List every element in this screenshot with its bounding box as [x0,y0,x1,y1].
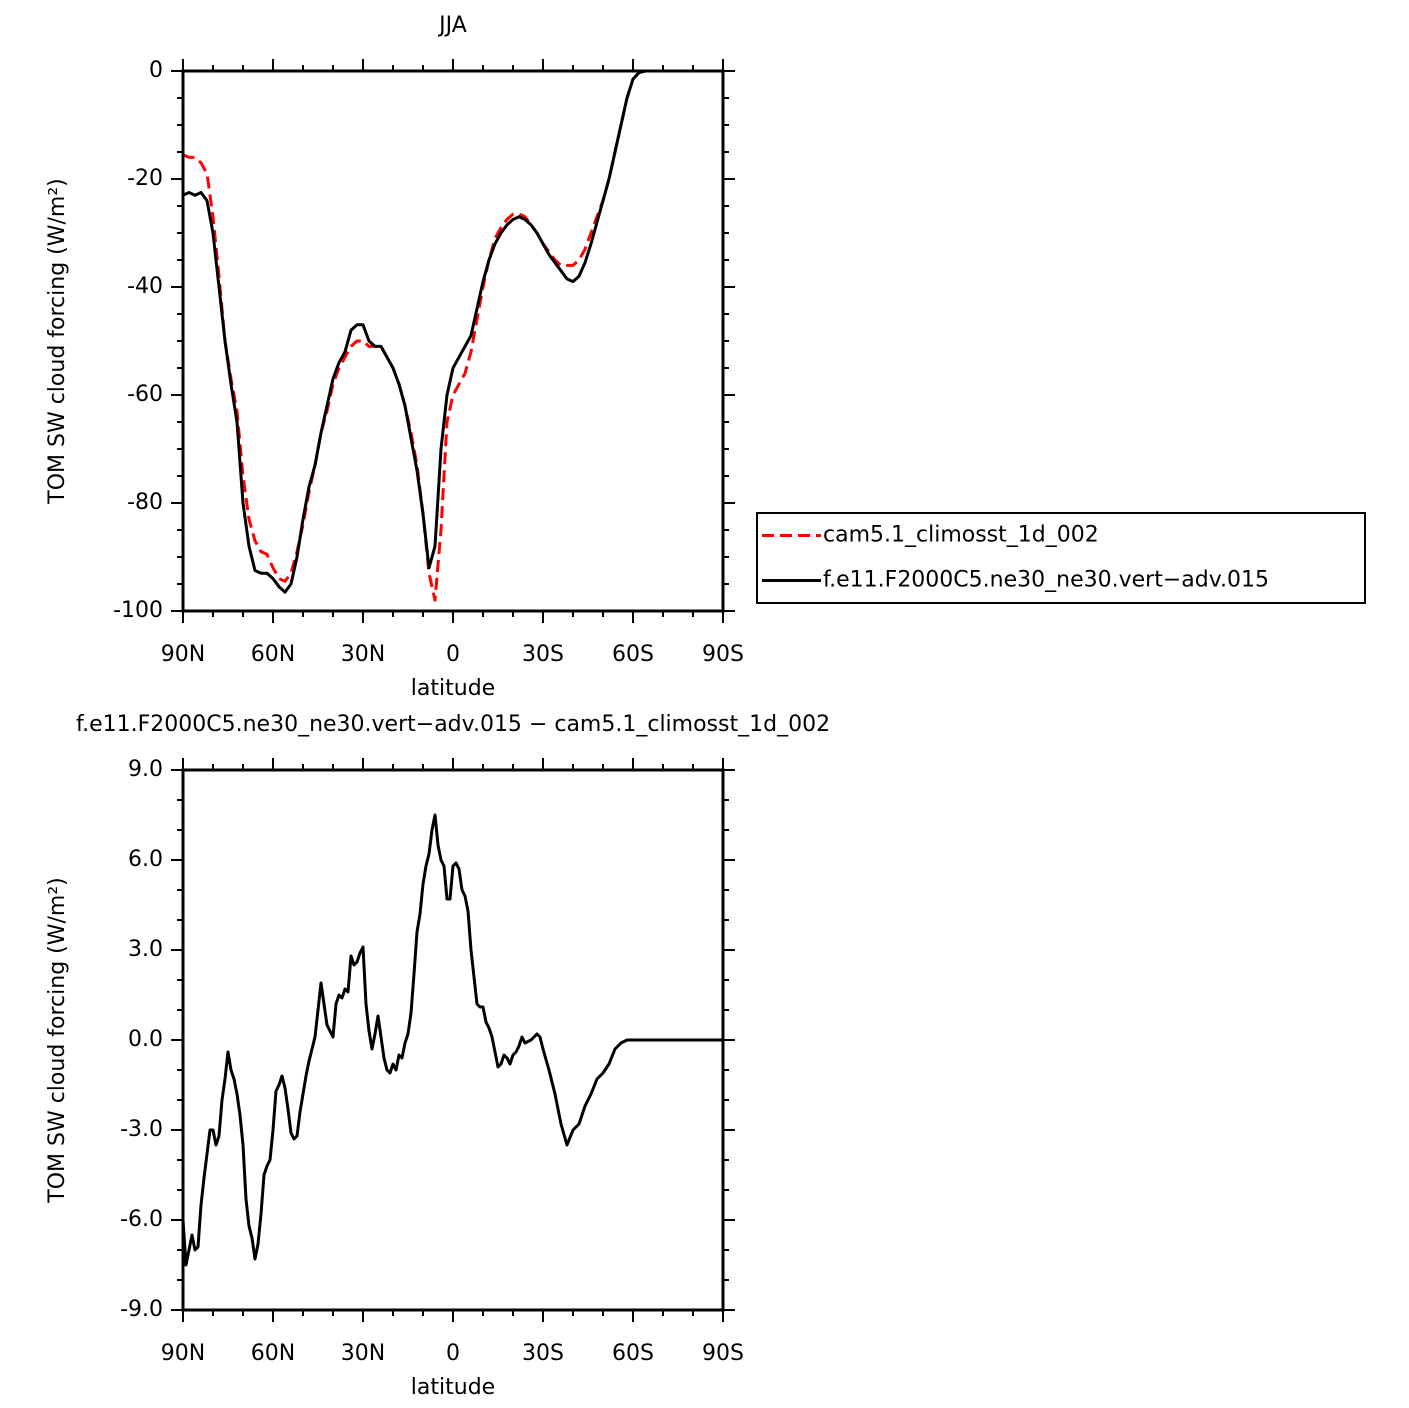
y-axis-label: TOM SW cloud forcing (W/m²) [45,178,70,504]
y-tick-label: -60 [127,382,163,407]
y-axis-label: TOM SW cloud forcing (W/m²) [45,877,70,1203]
chart-title: f.e11.F2000C5.ne30_ne30.vert−adv.015 − c… [76,712,830,737]
legend-box [756,512,1366,604]
x-tick-label: 60S [612,642,654,667]
y-tick-label: -40 [127,274,163,299]
y-tick-label: 3.0 [128,937,163,962]
x-tick-label: 60S [612,1341,654,1366]
y-tick-label: 6.0 [128,847,163,872]
x-tick-label: 0 [446,1341,460,1366]
x-tick-label: 30S [522,1341,564,1366]
x-tick-label: 90S [702,642,744,667]
x-tick-label: 90N [161,642,205,667]
y-tick-label: -80 [127,490,163,515]
data-line [182,69,723,594]
x-tick-label: 0 [446,642,460,667]
y-tick-label: -6.0 [120,1207,163,1232]
x-tick-label: 60N [251,642,295,667]
x-tick-label: 30S [522,642,564,667]
plot-frame [181,69,725,613]
y-tick-label: -9.0 [120,1297,163,1322]
x-tick-label: 60N [251,1341,295,1366]
x-tick-label: 90S [702,1341,744,1366]
x-axis-label: latitude [411,676,495,701]
data-line [181,813,723,1267]
x-tick-label: 90N [161,1341,205,1366]
y-tick-label: 9.0 [128,757,163,782]
data-line [182,69,723,602]
legend-label: cam5.1_climosst_1d_002 [823,523,1099,548]
x-tick-label: 30N [341,642,385,667]
chart-title: JJA [437,13,467,38]
y-tick-label: 0.0 [128,1027,163,1052]
y-tick-label: -20 [127,166,163,191]
y-tick-label: 0 [149,58,163,83]
legend-label: f.e11.F2000C5.ne30_ne30.vert−adv.015 [823,568,1269,593]
y-tick-label: -3.0 [120,1117,163,1142]
x-axis-label: latitude [411,1375,495,1400]
y-tick-label: -100 [113,598,163,623]
x-tick-label: 30N [341,1341,385,1366]
plot-frame [181,768,725,1312]
